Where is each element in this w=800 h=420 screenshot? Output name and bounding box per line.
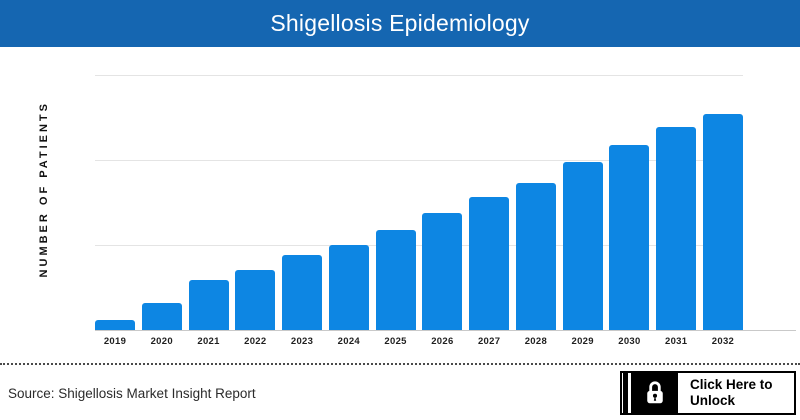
- x-tick-label: 2020: [150, 336, 173, 347]
- bar-2023: [282, 254, 323, 330]
- gridline: [95, 75, 743, 76]
- bar-2032: [702, 114, 743, 330]
- bar-2027: [469, 196, 510, 330]
- x-tick-label: 2025: [384, 336, 407, 347]
- bar-slot-2025: 2025: [375, 75, 416, 347]
- x-tick-label: 2028: [524, 336, 548, 347]
- unlock-button-stripe: [623, 373, 628, 413]
- y-axis-title-wrap: NUMBER OF PATIENTS: [24, 62, 64, 317]
- x-tick-label: 2030: [618, 336, 641, 347]
- header-banner: Shigellosis Epidemiology: [0, 0, 800, 47]
- x-tick-label: 2026: [431, 336, 454, 347]
- bar-2021: [188, 280, 229, 330]
- bar-slot-2032: 2032: [702, 75, 743, 347]
- gridline: [95, 245, 743, 246]
- bar-2030: [609, 145, 650, 330]
- x-tick-label: 2029: [571, 336, 594, 347]
- bar-chart: 2019 2020 2021 2022 2023 2024 2025 2026 2027 2028…: [95, 75, 743, 347]
- unlock-button[interactable]: Click Here to Unlock: [620, 371, 796, 415]
- x-tick-label: 2022: [244, 336, 267, 347]
- unlock-label-line1: Click Here to: [690, 377, 773, 393]
- unlock-label-line2: Unlock: [690, 393, 736, 408]
- bar-2020: [141, 302, 182, 330]
- bar-slot-2026: 2026: [422, 75, 463, 347]
- x-tick-label: 2021: [197, 336, 220, 347]
- x-tick-label: 2024: [337, 336, 360, 347]
- bar-slot-2023: 2023: [282, 75, 323, 347]
- bar-slot-2030: 2030: [609, 75, 650, 347]
- bar-slot-2021: 2021: [188, 75, 229, 347]
- lock-icon: [631, 373, 678, 413]
- x-tick-label: 2032: [711, 336, 735, 347]
- bar-2026: [422, 212, 463, 330]
- x-tick-label: 2019: [103, 336, 127, 347]
- bar-2022: [235, 270, 276, 330]
- page-title: Shigellosis Epidemiology: [270, 10, 530, 36]
- bar-2029: [562, 161, 603, 330]
- dotted-separator: [0, 363, 800, 365]
- bar-slot-2024: 2024: [328, 75, 369, 347]
- plot-area: 2019 2020 2021 2022 2023 2024 2025 2026 2027 2028…: [95, 75, 743, 347]
- bar-slot-2031: 2031: [656, 75, 697, 347]
- bar-2024: [328, 244, 369, 330]
- bar-slot-2019: 2019: [95, 75, 135, 347]
- bar-2031: [656, 127, 697, 330]
- unlock-button-label: Click Here to Unlock: [678, 373, 794, 413]
- x-tick-label: 2031: [665, 336, 688, 347]
- x-axis-line: [95, 330, 796, 331]
- y-axis-title: NUMBER OF PATIENTS: [38, 101, 50, 278]
- bar-2025: [375, 230, 416, 330]
- bar-slot-2027: 2027: [469, 75, 510, 347]
- bar-2028: [515, 182, 556, 330]
- bar-slot-2029: 2029: [562, 75, 603, 347]
- x-tick-label: 2027: [477, 336, 501, 347]
- bar-slot-2020: 2020: [141, 75, 182, 347]
- bar-slot-2028: 2028: [515, 75, 556, 347]
- bar-slot-2022: 2022: [235, 75, 276, 347]
- gridline: [95, 160, 743, 161]
- x-tick-label: 2023: [290, 336, 314, 347]
- source-text: Source: Shigellosis Market Insight Repor…: [8, 386, 256, 401]
- bar-2019: [95, 320, 135, 330]
